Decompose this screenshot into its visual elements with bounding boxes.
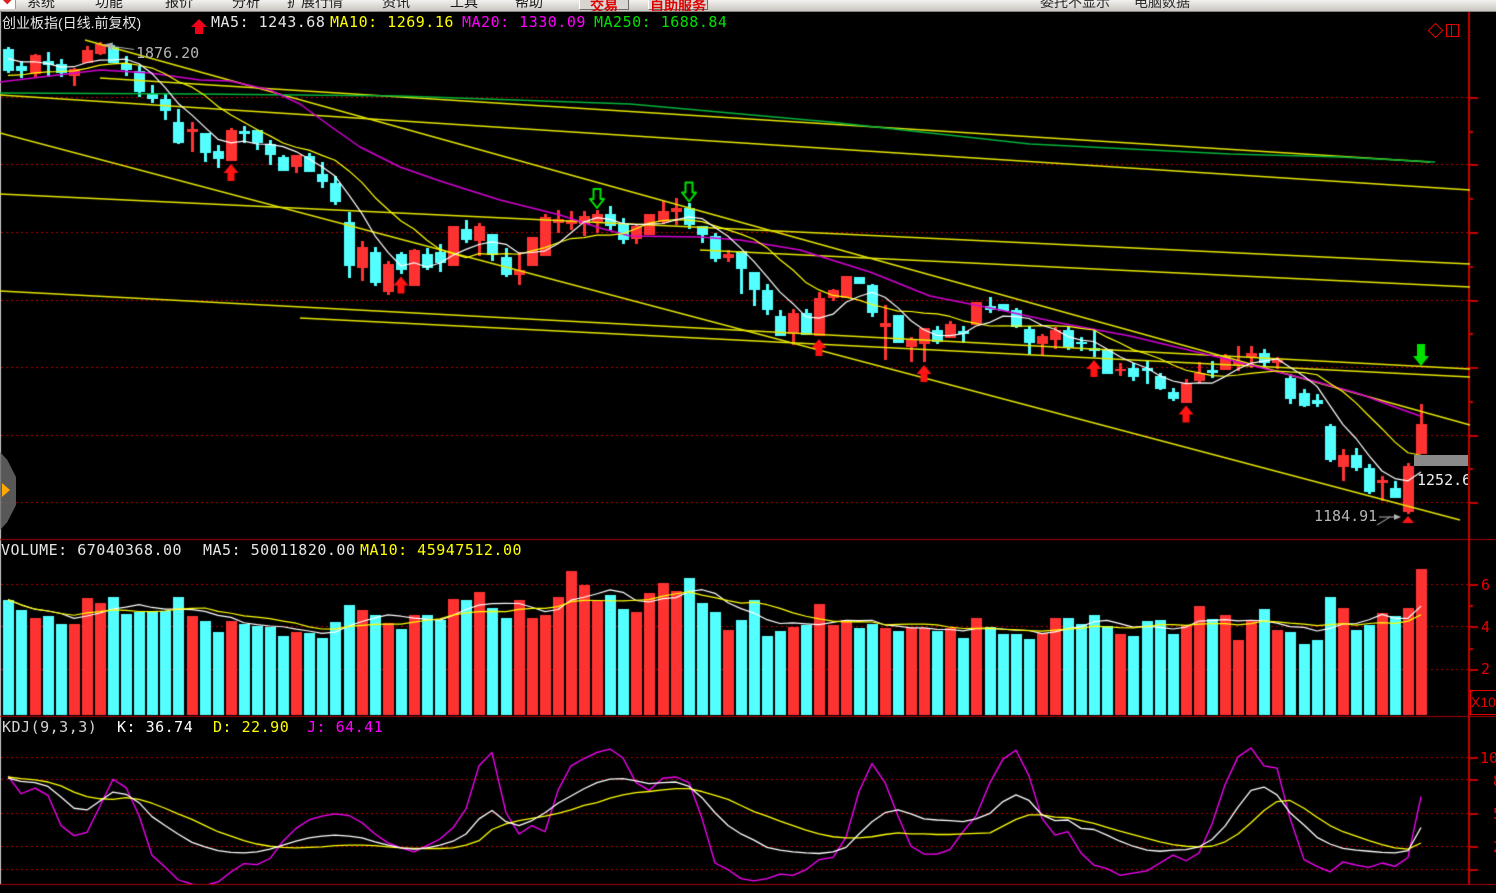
menu-item-system[interactable]: 系统 (27, 0, 55, 10)
hot-button-trade[interactable]: 交易 (579, 0, 629, 11)
menu-right-text-1: 委托不显示 (1040, 0, 1110, 10)
menu-item-help[interactable]: 帮助 (515, 0, 543, 10)
flyout-arrow-icon (2, 483, 10, 497)
menu-bar: ◆ 系统 功能 报价 分析 扩展行情 资讯 工具 帮助 交易 自助服务 委托不显… (0, 0, 1496, 12)
menu-item-analysis[interactable]: 分析 (232, 0, 260, 10)
menu-item-extended-quotes[interactable]: 扩展行情 (287, 0, 343, 10)
sidebar-flyout-handle[interactable] (0, 452, 16, 530)
up-arrow-icon (191, 19, 207, 34)
hot-button-self-service[interactable]: 自助服务 (648, 0, 708, 11)
price-tag-value: 1252.68 (1417, 471, 1468, 488)
volume-unit-box: X10000 (1470, 690, 1496, 715)
split-window-icon[interactable] (1446, 24, 1459, 37)
menu-item-function[interactable]: 功能 (95, 0, 123, 10)
app-icon[interactable]: ◆ (0, 0, 16, 9)
menu-right-text-2: 电脑数据 (1134, 0, 1190, 10)
price-tag (1414, 455, 1468, 466)
menu-item-info[interactable]: 资讯 (382, 0, 410, 10)
menu-item-tools[interactable]: 工具 (450, 0, 478, 10)
menu-item-quotes[interactable]: 报价 (165, 0, 193, 10)
